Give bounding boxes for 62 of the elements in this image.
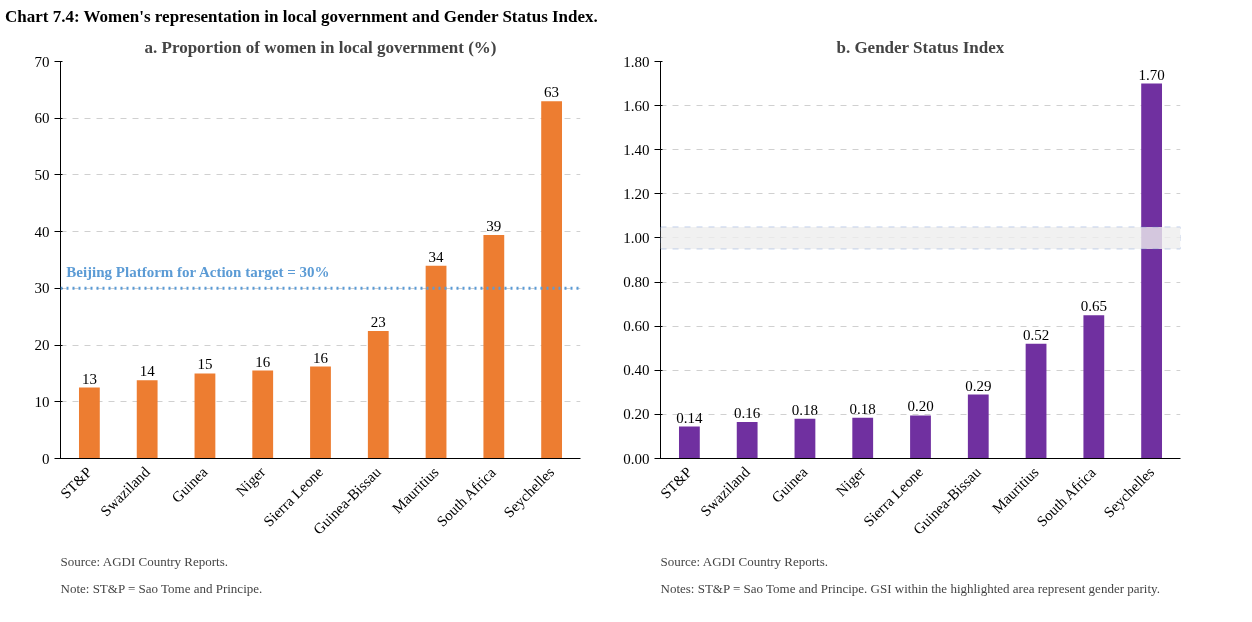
y-tick-label: 0.80	[623, 274, 650, 291]
data-label: 0.65	[1080, 298, 1107, 315]
data-label: 0.18	[849, 400, 876, 417]
bar	[678, 426, 700, 459]
y-tick-label: 50	[34, 166, 50, 183]
bar	[967, 394, 989, 459]
bar	[1083, 315, 1105, 459]
ref-line-label: Beijing Platform for Action target = 30%	[66, 264, 330, 281]
y-tick-label: 1.20	[623, 185, 650, 202]
data-label: 39	[486, 218, 502, 235]
data-label: 16	[255, 353, 271, 370]
chart-title: b. Gender Status Index	[836, 37, 1005, 57]
bar	[310, 366, 331, 459]
data-label: 0.29	[965, 377, 992, 394]
bar	[78, 387, 100, 459]
y-tick-label: 0.20	[623, 406, 650, 423]
bar	[541, 101, 563, 459]
data-label: 34	[428, 248, 445, 265]
bar	[367, 330, 389, 459]
y-tick-label: 0.00	[623, 450, 650, 467]
bar	[136, 380, 158, 459]
y-tick-label: 70	[34, 53, 50, 70]
y-tick-label: 0	[42, 450, 50, 467]
source-note: Source: AGDI Country Reports.	[60, 553, 229, 569]
data-label: 16	[313, 349, 329, 366]
bar	[910, 415, 931, 459]
y-tick-label: 30	[34, 280, 50, 297]
y-tick-label: 60	[34, 110, 50, 127]
y-tick-label: 1.60	[623, 97, 650, 114]
data-label: 63	[544, 84, 560, 101]
text: Note: ST&P = Sao Tome and Principe.	[60, 580, 263, 596]
bar	[483, 235, 505, 459]
bar	[425, 265, 447, 459]
text: Notes: ST&P = Sao Tome and Principe. GSI within the highlighted area represent gender parity.	[660, 580, 1160, 596]
data-label: 0.16	[734, 405, 761, 422]
bar	[852, 417, 874, 459]
chart-title: a. Proportion of women in local government (%)	[144, 37, 497, 57]
y-tick-label: 40	[34, 223, 50, 240]
source-note: Source: AGDI Country Reports.	[660, 553, 829, 569]
bar	[794, 418, 816, 459]
data-label: 0.52	[1022, 326, 1050, 343]
data-label: 13	[81, 370, 97, 387]
y-tick-label: 1.80	[623, 53, 650, 70]
caption: Chart 7.4: Women's representation in local government and Gender Status Index.	[5, 6, 598, 28]
y-tick-label: 0.60	[623, 318, 650, 335]
data-label: 1.70	[1138, 66, 1165, 83]
data-label: 0.14	[676, 409, 704, 426]
y-tick-label: 1.00	[623, 229, 650, 246]
y-tick-label: 1.40	[623, 141, 650, 158]
data-label: 15	[197, 356, 213, 373]
bar	[1025, 343, 1047, 459]
y-tick-label: 20	[34, 337, 50, 354]
bar	[194, 373, 216, 459]
data-label: 14	[139, 363, 156, 380]
y-tick-label: 10	[34, 393, 50, 410]
bar	[252, 370, 274, 459]
bar	[1141, 83, 1163, 459]
data-label: 0.20	[907, 398, 934, 415]
data-label: 0.18	[791, 401, 819, 418]
bar	[736, 422, 758, 459]
data-label: 23	[370, 313, 386, 330]
y-tick-label: 0.40	[623, 362, 650, 379]
